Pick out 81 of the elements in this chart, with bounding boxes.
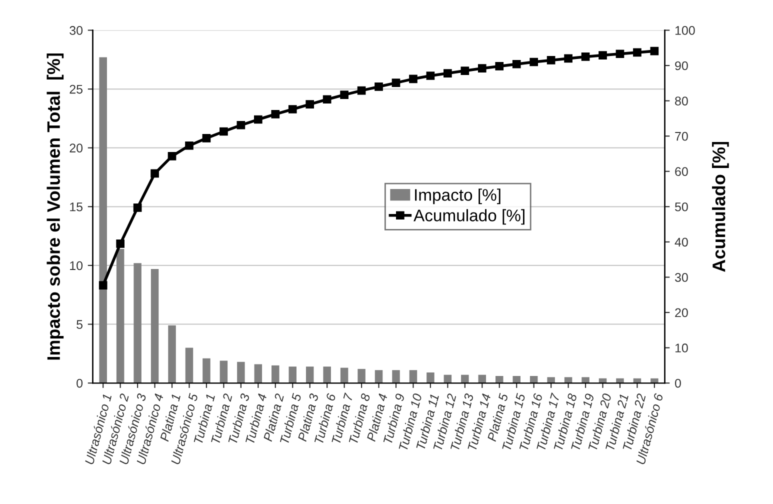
- y-axis-title: Impacto sobre el Volumen Total [%]: [46, 53, 64, 360]
- y2-tick-label: 60: [675, 167, 688, 176]
- point: [150, 169, 159, 178]
- bar: [323, 366, 331, 384]
- bar: [496, 376, 504, 384]
- bar: [564, 377, 572, 384]
- y-tick-label: 15: [70, 202, 83, 212]
- bar: [272, 365, 280, 384]
- bar: [288, 366, 296, 384]
- bar: [150, 268, 159, 384]
- point: [650, 46, 659, 56]
- bar: [134, 263, 142, 384]
- y2-tick-label: 40: [674, 238, 688, 247]
- bar: [358, 368, 366, 384]
- bar: [254, 364, 262, 384]
- point: [254, 115, 262, 124]
- y-tick-label: 25: [70, 84, 83, 94]
- bar: [306, 366, 314, 384]
- point: [530, 58, 538, 66]
- y2-tick-label: 20: [675, 308, 688, 318]
- bar: [99, 57, 107, 384]
- bar: [547, 377, 555, 384]
- point: [392, 78, 400, 87]
- y-tick-label: 30: [70, 26, 83, 35]
- point: [133, 204, 142, 212]
- y2-tick-label: 70: [675, 132, 688, 141]
- y-tick-label: 10: [70, 261, 83, 270]
- point: [374, 82, 383, 91]
- point: [357, 86, 366, 95]
- bar: [582, 377, 590, 384]
- point: [185, 141, 194, 150]
- point: [202, 134, 211, 142]
- bar: [168, 325, 176, 384]
- point: [478, 64, 486, 73]
- point: [546, 56, 556, 64]
- legend-label: Impacto [%]: [415, 188, 500, 204]
- bar: [512, 376, 520, 384]
- y2-tick-label: 90: [675, 61, 688, 70]
- y-tick-label: 20: [70, 144, 83, 152]
- point: [616, 50, 624, 58]
- point: [444, 69, 452, 78]
- bar: [374, 370, 383, 384]
- point: [581, 52, 590, 61]
- legend-label: Acumulado [%]: [414, 209, 524, 225]
- y2-tick-label: 50: [675, 202, 688, 212]
- y2-tick-label: 10: [675, 344, 688, 352]
- bar: [116, 248, 124, 384]
- bar: [461, 374, 469, 384]
- point: [598, 51, 607, 60]
- bar: [202, 358, 210, 384]
- y2-tick-label: 100: [675, 26, 695, 35]
- point: [460, 66, 470, 75]
- point: [288, 105, 297, 114]
- y-tick-label: 0: [76, 378, 83, 388]
- bar: [185, 348, 194, 384]
- point: [220, 127, 228, 136]
- point: [512, 60, 521, 68]
- y2-tick-label: 30: [674, 273, 688, 282]
- point: [564, 54, 572, 63]
- bar: [392, 370, 400, 384]
- point: [426, 72, 435, 80]
- y2-tick-label: 0: [674, 378, 681, 388]
- point: [495, 62, 504, 70]
- point: [271, 110, 280, 118]
- point: [409, 74, 418, 84]
- point: [98, 281, 108, 290]
- bar: [426, 372, 434, 384]
- point: [236, 120, 246, 130]
- bar: [237, 362, 245, 384]
- bar: [340, 368, 348, 384]
- point: [340, 90, 348, 99]
- point: [168, 152, 176, 160]
- point: [322, 95, 332, 104]
- bar: [409, 370, 418, 384]
- bar: [220, 360, 228, 384]
- y-tick-label: 5: [76, 320, 83, 329]
- point: [116, 240, 124, 248]
- point: [633, 48, 642, 57]
- point: [306, 100, 314, 108]
- y2-axis-title: Acumulado [%]: [712, 142, 729, 272]
- y2-tick-label: 80: [675, 96, 688, 106]
